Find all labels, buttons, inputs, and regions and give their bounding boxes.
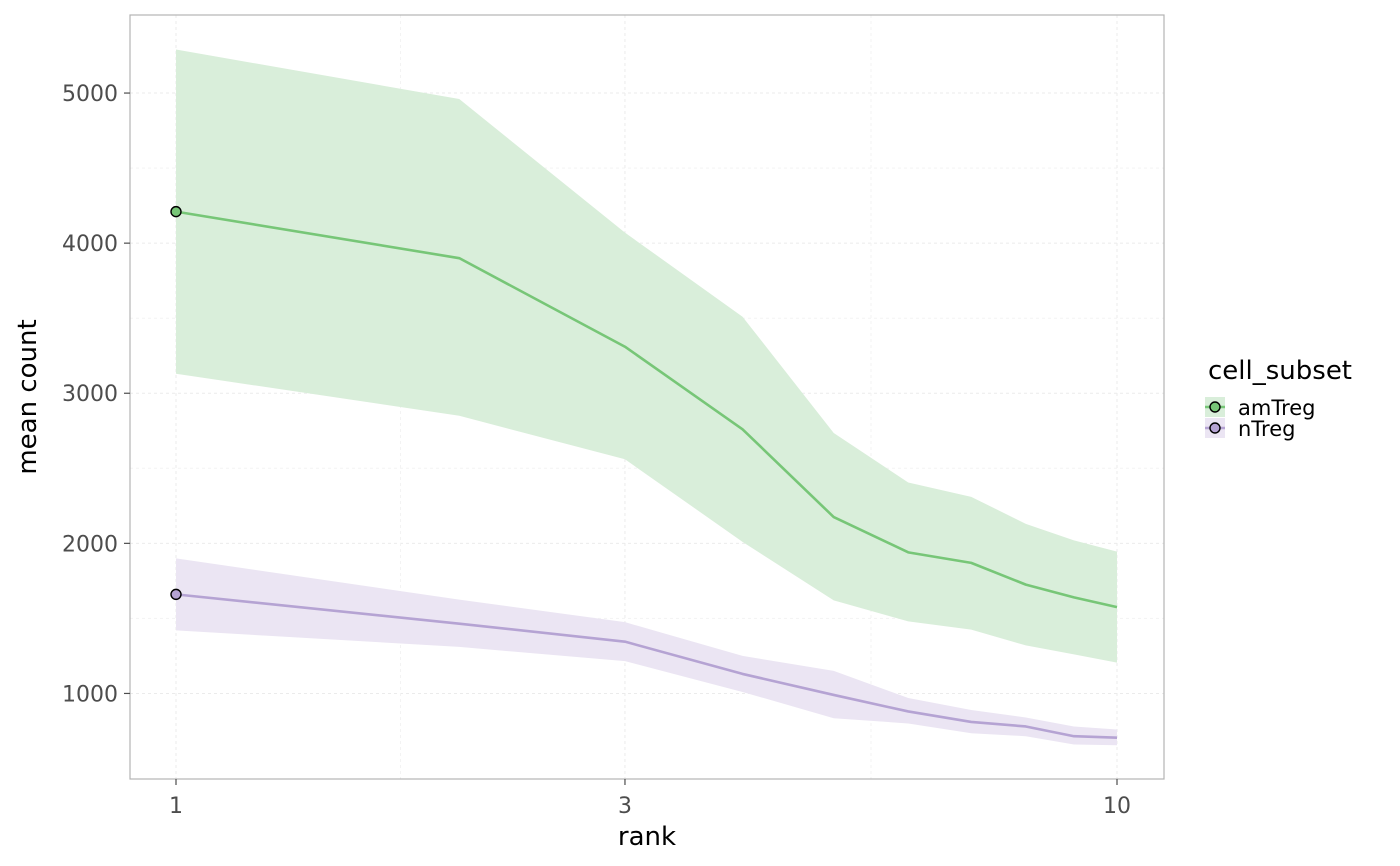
series-markers: [170, 205, 182, 601]
band-amTreg: [176, 49, 1117, 663]
x-tick-label: 1: [169, 794, 183, 819]
y-tick-label: 1000: [62, 682, 118, 707]
line-amTreg: [175, 210, 1118, 609]
marker-nTreg: [170, 588, 182, 601]
y-axis-title: mean count: [13, 319, 43, 474]
legend-label-nTreg: nTreg: [1238, 417, 1295, 441]
y-tick-label: 3000: [62, 382, 118, 407]
x-axis-title: rank: [618, 822, 676, 852]
y-tick-label: 4000: [62, 232, 118, 257]
legend-label-amTreg: amTreg: [1238, 396, 1316, 420]
confidence-bands: [176, 49, 1117, 746]
band-nTreg: [176, 558, 1117, 746]
line-nTreg: [175, 593, 1118, 740]
x-tick-label: 10: [1103, 794, 1131, 819]
axis-ticks: 1000 2000 3000 4000 5000 1 3 10: [62, 82, 1131, 819]
legend-key-marker-amTreg: [1209, 401, 1221, 413]
legend-key-marker-nTreg: [1209, 422, 1221, 434]
legend-title: cell_subset: [1208, 356, 1352, 386]
x-tick-label: 3: [618, 794, 632, 819]
y-tick-label: 5000: [62, 82, 118, 107]
y-tick-label: 2000: [62, 532, 118, 557]
plot-panel-border: [129, 14, 1165, 780]
marker-amTreg: [170, 205, 182, 218]
series-lines: [175, 210, 1118, 740]
